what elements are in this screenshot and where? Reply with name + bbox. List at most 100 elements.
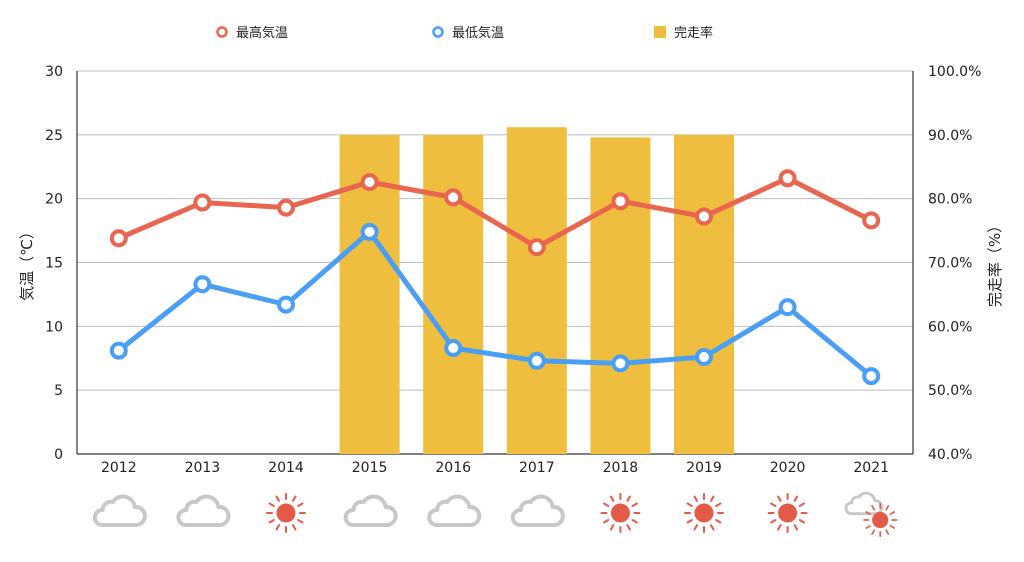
bar-completion-2019 bbox=[674, 134, 734, 455]
point-min-temp-2016 bbox=[444, 339, 463, 358]
sun-ray bbox=[710, 524, 715, 531]
sun-ray bbox=[770, 519, 777, 524]
sun-ray bbox=[693, 524, 698, 531]
sun-ray bbox=[715, 519, 722, 524]
x-tick-label: 2015 bbox=[352, 460, 388, 476]
cloud-shape bbox=[427, 494, 482, 527]
x-tick-label: 2018 bbox=[603, 460, 639, 476]
point-max-temp-2017 bbox=[527, 238, 546, 257]
point-min-temp-2015 bbox=[360, 222, 379, 241]
sun-ray bbox=[798, 519, 806, 524]
sun-ray bbox=[609, 495, 615, 502]
point-max-temp-2013 bbox=[193, 193, 212, 212]
weather-icons bbox=[92, 491, 898, 538]
sun-icon bbox=[684, 493, 724, 533]
sun-disc bbox=[778, 503, 798, 523]
cloud-icon bbox=[844, 491, 884, 516]
cloud-icon bbox=[510, 494, 565, 527]
y-tick-label: 20 bbox=[45, 192, 63, 208]
sun-disc bbox=[694, 503, 714, 523]
sun-ray bbox=[889, 511, 896, 515]
legend-item-completion-rate: 完走率 bbox=[654, 25, 713, 41]
sun-ray bbox=[602, 519, 610, 524]
bar-completion-2017 bbox=[506, 127, 567, 454]
x-tick-label: 2016 bbox=[435, 460, 471, 476]
y2-tick-label: 40.0% bbox=[928, 447, 972, 463]
sun-ray bbox=[865, 511, 871, 515]
point-max-temp-2014 bbox=[277, 198, 295, 217]
cloud-shape bbox=[92, 494, 147, 527]
sun-ray bbox=[871, 505, 876, 511]
sun-ray bbox=[885, 505, 890, 511]
series-line-min-temp bbox=[116, 229, 874, 379]
sun-ray bbox=[275, 495, 280, 502]
sun-ray bbox=[292, 495, 297, 502]
cloud-icon bbox=[427, 494, 482, 527]
point-max-temp-2021 bbox=[862, 211, 881, 230]
y2-tick-label: 70.0% bbox=[928, 256, 972, 272]
sun-icon bbox=[600, 493, 641, 533]
cloud-shape bbox=[844, 491, 884, 516]
y-tick-label: 10 bbox=[45, 319, 63, 335]
sun-ray bbox=[777, 495, 782, 502]
gridlines bbox=[77, 70, 913, 455]
sun-ray bbox=[275, 524, 280, 531]
point-min-temp-2014 bbox=[277, 295, 295, 314]
point-min-temp-2013 bbox=[193, 275, 212, 294]
sun-ray bbox=[626, 495, 631, 502]
sun-ray bbox=[686, 519, 693, 524]
cloud-icon bbox=[92, 494, 147, 527]
sun-ray bbox=[297, 519, 304, 524]
sun-ray bbox=[297, 502, 304, 507]
y-tick-label: 15 bbox=[45, 256, 63, 272]
sun-disc bbox=[610, 503, 630, 523]
point-max-temp-2019 bbox=[695, 207, 713, 226]
legend-label: 最低気温 bbox=[452, 25, 504, 41]
sun-ray bbox=[793, 524, 799, 531]
legend-item-max-temp: 最高気温 bbox=[216, 25, 288, 41]
sun-ray bbox=[777, 524, 782, 531]
legend-item-min-temp: 最低気温 bbox=[432, 25, 504, 41]
sun-ray bbox=[798, 502, 806, 507]
sun-icon bbox=[767, 493, 808, 533]
cloud-sun-icon bbox=[844, 491, 898, 538]
sun-ray bbox=[770, 502, 777, 507]
y2-tick-label: 60.0% bbox=[928, 319, 972, 335]
sun-ray bbox=[715, 502, 722, 507]
legend-marker bbox=[432, 26, 444, 38]
point-max-temp-2012 bbox=[109, 229, 128, 248]
y-tick-label: 30 bbox=[45, 64, 63, 80]
point-max-temp-2018 bbox=[611, 192, 630, 211]
legend: 最高気温 最低気温 完走率 bbox=[216, 25, 713, 41]
y-tick-label: 5 bbox=[54, 383, 63, 399]
y2-tick-label: 80.0% bbox=[928, 192, 972, 208]
legend-label: 最高気温 bbox=[236, 25, 288, 41]
sun-ray bbox=[885, 529, 890, 535]
y2-tick-label: 100.0% bbox=[928, 64, 981, 80]
y-tick-label: 25 bbox=[45, 128, 63, 144]
y-axis-title: 気温（℃） bbox=[18, 224, 36, 301]
point-min-temp-2021 bbox=[862, 367, 881, 386]
sun-ray bbox=[268, 502, 275, 507]
sun-disc bbox=[872, 511, 889, 529]
bar-completion-2016 bbox=[423, 134, 484, 455]
sun-icon bbox=[863, 502, 898, 538]
x-tick-label: 2017 bbox=[519, 460, 555, 476]
sun-ray bbox=[871, 529, 876, 535]
series-line-max-temp bbox=[116, 175, 874, 250]
point-max-temp-2020 bbox=[778, 169, 797, 188]
y2-axis-title: 完走率（%） bbox=[986, 218, 1004, 307]
cloud-shape bbox=[343, 494, 398, 527]
point-min-temp-2020 bbox=[778, 298, 797, 317]
x-tick-label: 2019 bbox=[686, 460, 722, 476]
point-min-temp-2017 bbox=[527, 351, 546, 370]
sun-ray bbox=[889, 525, 896, 529]
point-min-temp-2019 bbox=[695, 347, 713, 366]
sun-ray bbox=[865, 525, 871, 529]
sun-disc bbox=[276, 503, 296, 523]
sun-ray bbox=[693, 495, 698, 502]
sun-ray bbox=[609, 524, 615, 531]
y-tick-label: 0 bbox=[54, 447, 63, 463]
